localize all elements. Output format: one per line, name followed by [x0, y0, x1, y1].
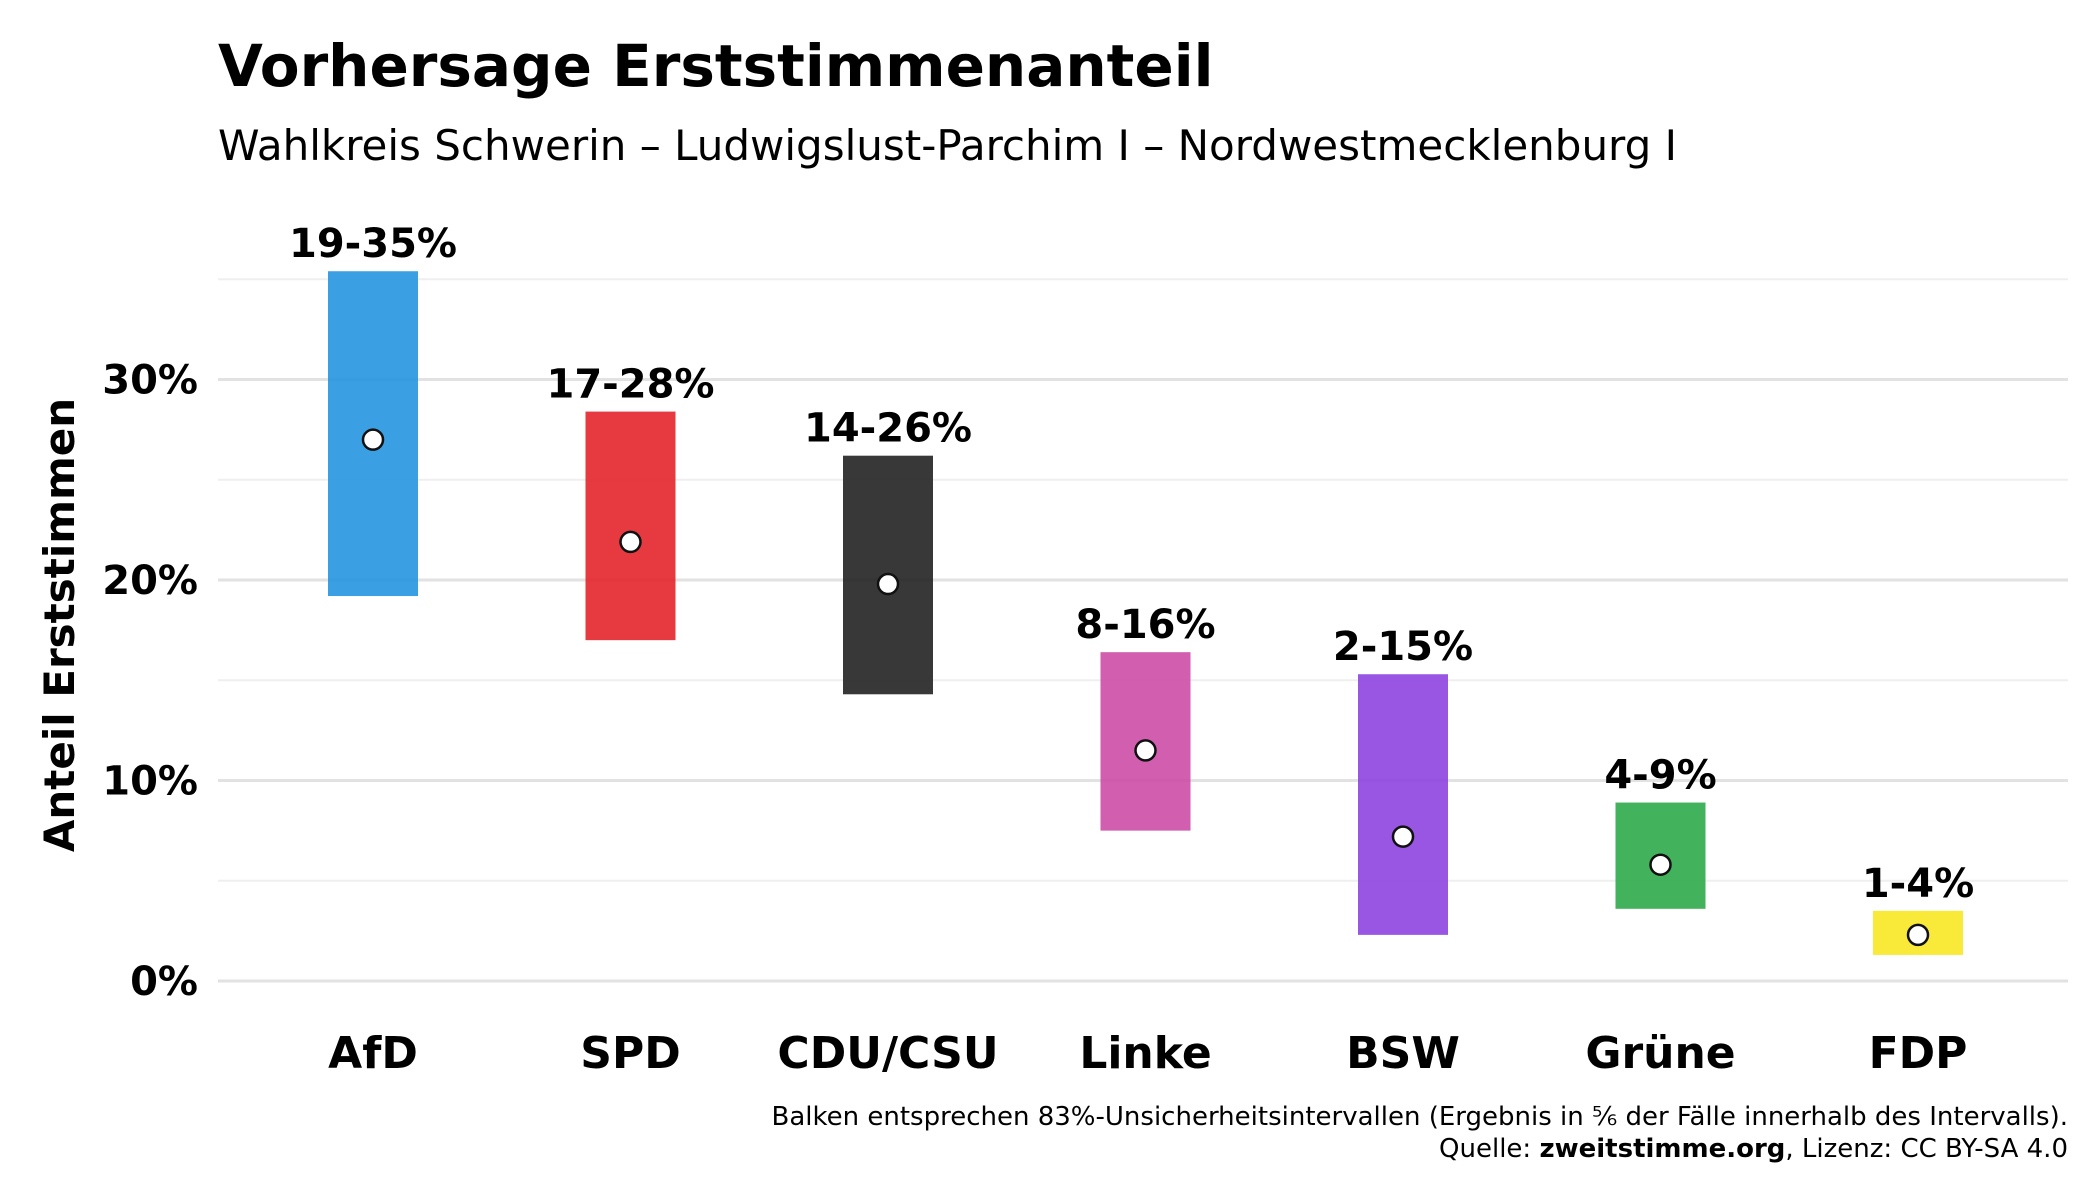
y-axis-label: Anteil Erststimmen [35, 398, 84, 852]
x-axis-categories: AfD SPD CDU/CSU Linke BSW Grüne FDP [328, 1028, 1967, 1079]
x-category-label: Grüne [1585, 1028, 1735, 1079]
x-category-label: CDU/CSU [777, 1028, 998, 1079]
caption-source-suffix: , Lizenz: CC BY-SA 4.0 [1785, 1134, 2068, 1164]
x-category-label: FDP [1869, 1028, 1968, 1079]
range-bar [585, 411, 676, 641]
point-estimates [361, 428, 1930, 947]
caption-source: Quelle: zweitstimme.org, Lizenz: CC BY-S… [1439, 1134, 2068, 1164]
range-label: 8-16% [1075, 602, 1215, 648]
point-estimate [876, 572, 900, 596]
y-tick-label: 30% [102, 358, 198, 404]
range-label: 2-15% [1333, 624, 1473, 670]
x-category-label: AfD [328, 1028, 418, 1079]
range-label: 4-9% [1604, 753, 1716, 799]
point-estimate [619, 530, 642, 554]
x-category-label: Linke [1079, 1028, 1211, 1079]
caption-source-link[interactable]: zweitstimme.org [1539, 1134, 1785, 1164]
y-axis-ticks: 0% 10% 20% 30% [102, 358, 198, 1006]
x-category-label: SPD [580, 1028, 680, 1079]
range-label: 17-28% [546, 362, 714, 408]
y-tick-label: 20% [102, 558, 198, 604]
point-estimate [1906, 923, 1930, 947]
point-estimate [361, 428, 385, 451]
y-tick-label: 10% [102, 759, 198, 805]
y-tick-label: 0% [130, 959, 198, 1005]
point-estimate [1134, 739, 1157, 762]
point-estimate [1391, 825, 1415, 848]
range-labels: 19-35% 17-28% 14-26% 8-16% 2-15% 4-9% 1-4% [289, 221, 1974, 907]
x-category-label: BSW [1346, 1028, 1460, 1079]
range-bar [1358, 674, 1448, 935]
point-estimate [1649, 853, 1672, 876]
range-label: 19-35% [289, 221, 457, 267]
chart-title: Vorhersage Erststimmenanteil [218, 32, 1213, 100]
range-label: 1-4% [1862, 861, 1974, 907]
caption-note: Balken entsprechen 83%-Unsicherheitsinte… [772, 1102, 2068, 1132]
caption-source-prefix: Quelle: [1439, 1134, 1539, 1164]
chart-subtitle: Wahlkreis Schwerin – Ludwigslust-Parchim… [218, 121, 1677, 170]
range-label: 14-26% [804, 406, 972, 452]
